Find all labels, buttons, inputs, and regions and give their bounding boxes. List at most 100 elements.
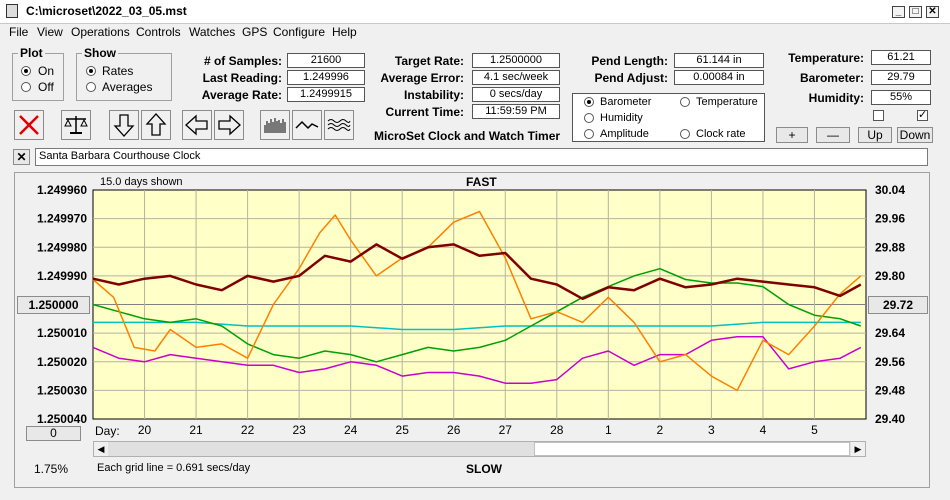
y-left-tick-label: 1.250040 bbox=[37, 412, 87, 426]
temperature-label: Temperature: bbox=[788, 51, 864, 65]
grid-note-label: Each grid line = 0.691 secs/day bbox=[97, 462, 251, 474]
arrow-left-button[interactable] bbox=[182, 110, 212, 140]
up-button[interactable]: Up bbox=[858, 127, 892, 143]
close-button[interactable]: ✕ bbox=[926, 6, 939, 18]
show-rates-radio[interactable] bbox=[86, 66, 96, 76]
plot-on-label: On bbox=[38, 64, 55, 78]
down-button[interactable]: Down bbox=[897, 127, 933, 143]
slow-label: SLOW bbox=[466, 462, 502, 476]
aux-series-selector bbox=[572, 93, 765, 142]
arrow-up-icon bbox=[145, 113, 167, 136]
amplitude-radio[interactable] bbox=[584, 129, 594, 139]
plot-off-label: Off bbox=[38, 80, 54, 94]
histogram-button[interactable] bbox=[260, 110, 290, 140]
pend-adjust-label: Pend Adjust: bbox=[594, 71, 668, 85]
menu-watches[interactable]: Watches bbox=[189, 25, 236, 39]
y-left-tick-label: 1.250020 bbox=[37, 355, 87, 369]
target-rate-label: Target Rate: bbox=[394, 54, 464, 68]
x-tick-label: 3 bbox=[708, 423, 715, 437]
barometer-option-label: Barometer bbox=[600, 96, 652, 108]
series-line-amplitude bbox=[93, 321, 861, 331]
fast-label: FAST bbox=[466, 175, 497, 189]
humidity-option-label: Humidity bbox=[600, 112, 643, 124]
average-error-value: 4.1 sec/week bbox=[472, 70, 560, 85]
clear-name-button[interactable]: ✕ bbox=[13, 149, 30, 165]
red-x-icon bbox=[19, 115, 39, 135]
clock-rate-radio[interactable] bbox=[680, 129, 690, 139]
menu-controls[interactable]: Controls bbox=[136, 25, 181, 39]
pend-length-label: Pend Length: bbox=[591, 54, 668, 68]
left-value-button[interactable]: 1.250000 bbox=[17, 296, 90, 314]
clear-button[interactable] bbox=[14, 110, 44, 140]
scroll-right-icon[interactable]: ▶ bbox=[851, 442, 865, 456]
menu-configure[interactable]: Configure bbox=[273, 25, 326, 39]
menu-view[interactable]: View bbox=[37, 25, 63, 39]
x-tick-label: 22 bbox=[241, 423, 255, 437]
scroll-thumb[interactable] bbox=[534, 442, 850, 456]
balance-scale-icon bbox=[64, 116, 88, 134]
x-tick-label: 26 bbox=[447, 423, 461, 437]
target-rate-value: 1.2500000 bbox=[472, 53, 560, 68]
barometer-radio[interactable] bbox=[584, 97, 594, 107]
y-left-tick-label: 1.250030 bbox=[37, 383, 87, 397]
temperature-radio[interactable] bbox=[680, 97, 690, 107]
y-left-tick-label: 1.250010 bbox=[37, 326, 87, 340]
x-tick-label: 5 bbox=[811, 423, 818, 437]
amplitude-option-label: Amplitude bbox=[600, 128, 649, 140]
current-time-label: Current Time: bbox=[385, 105, 464, 119]
average-rate-label: Average Rate: bbox=[201, 88, 282, 102]
minimize-button[interactable]: _ bbox=[892, 6, 905, 18]
x-tick-label: 21 bbox=[189, 423, 203, 437]
scroll-left-icon[interactable]: ◀ bbox=[94, 442, 108, 456]
barometer-value: 29.79 bbox=[871, 70, 931, 85]
multi-wave-button[interactable] bbox=[324, 110, 354, 140]
y-right-tick-label: 29.96 bbox=[875, 212, 905, 226]
day-axis-label: Day: bbox=[95, 424, 120, 438]
arrow-down-button[interactable] bbox=[109, 110, 139, 140]
y-right-tick-label: 29.48 bbox=[875, 383, 905, 397]
chart-panel bbox=[14, 172, 930, 488]
arrow-right-button[interactable] bbox=[214, 110, 244, 140]
humidity-radio[interactable] bbox=[584, 113, 594, 123]
x-tick-label: 24 bbox=[344, 423, 358, 437]
smooth-plot-button[interactable] bbox=[292, 110, 322, 140]
show-aux-checkbox[interactable]: ✓ bbox=[917, 109, 928, 121]
current-time-value: 11:59:59 PM bbox=[472, 104, 560, 119]
y-left-tick-label: 1.249980 bbox=[37, 240, 87, 254]
y-right-tick-label: 30.04 bbox=[875, 183, 905, 197]
app-name-label: MicroSet Clock and Watch Timer bbox=[374, 129, 561, 143]
plus-button[interactable]: + bbox=[776, 127, 808, 143]
pend-adjust-value: 0.00084 in bbox=[674, 70, 764, 85]
menu-file[interactable]: File bbox=[9, 25, 29, 39]
show-averages-radio[interactable] bbox=[86, 82, 96, 92]
plot-off-radio[interactable] bbox=[21, 82, 31, 92]
right-value-button[interactable]: 29.72 bbox=[868, 296, 928, 314]
arrow-up-button[interactable] bbox=[141, 110, 171, 140]
x-tick-label: 28 bbox=[550, 423, 564, 437]
clock-rate-option-label: Clock rate bbox=[696, 128, 746, 140]
menu-operations[interactable]: Operations bbox=[71, 25, 130, 39]
plot-on-radio[interactable] bbox=[21, 66, 31, 76]
app-icon bbox=[6, 4, 18, 18]
temperature-value: 61.21 bbox=[871, 50, 931, 65]
maximize-button[interactable]: □ bbox=[909, 6, 922, 18]
wave-icon bbox=[295, 120, 319, 130]
minus-button[interactable]: — bbox=[816, 127, 850, 143]
show-group bbox=[76, 53, 172, 101]
offset-button[interactable]: 0 bbox=[26, 426, 81, 441]
y-right-tick-label: 29.88 bbox=[875, 240, 905, 254]
clock-name-field[interactable]: Santa Barbara Courthouse Clock bbox=[35, 148, 928, 166]
menu-gps[interactable]: GPS bbox=[242, 25, 268, 39]
menu-help[interactable]: Help bbox=[332, 25, 357, 39]
arrow-left-icon bbox=[185, 114, 208, 136]
y-left-tick-label: 1.249970 bbox=[37, 212, 87, 226]
days-shown-label: 15.0 days shown bbox=[100, 176, 183, 188]
balance-button[interactable] bbox=[61, 110, 91, 140]
show-group-label: Show bbox=[82, 46, 118, 60]
x-tick-label: 1 bbox=[605, 423, 612, 437]
samples-label: # of Samples: bbox=[203, 54, 282, 68]
humidity-value: 55% bbox=[871, 90, 931, 105]
arrow-right-icon bbox=[218, 114, 241, 136]
auto-scale-checkbox[interactable] bbox=[873, 110, 884, 121]
